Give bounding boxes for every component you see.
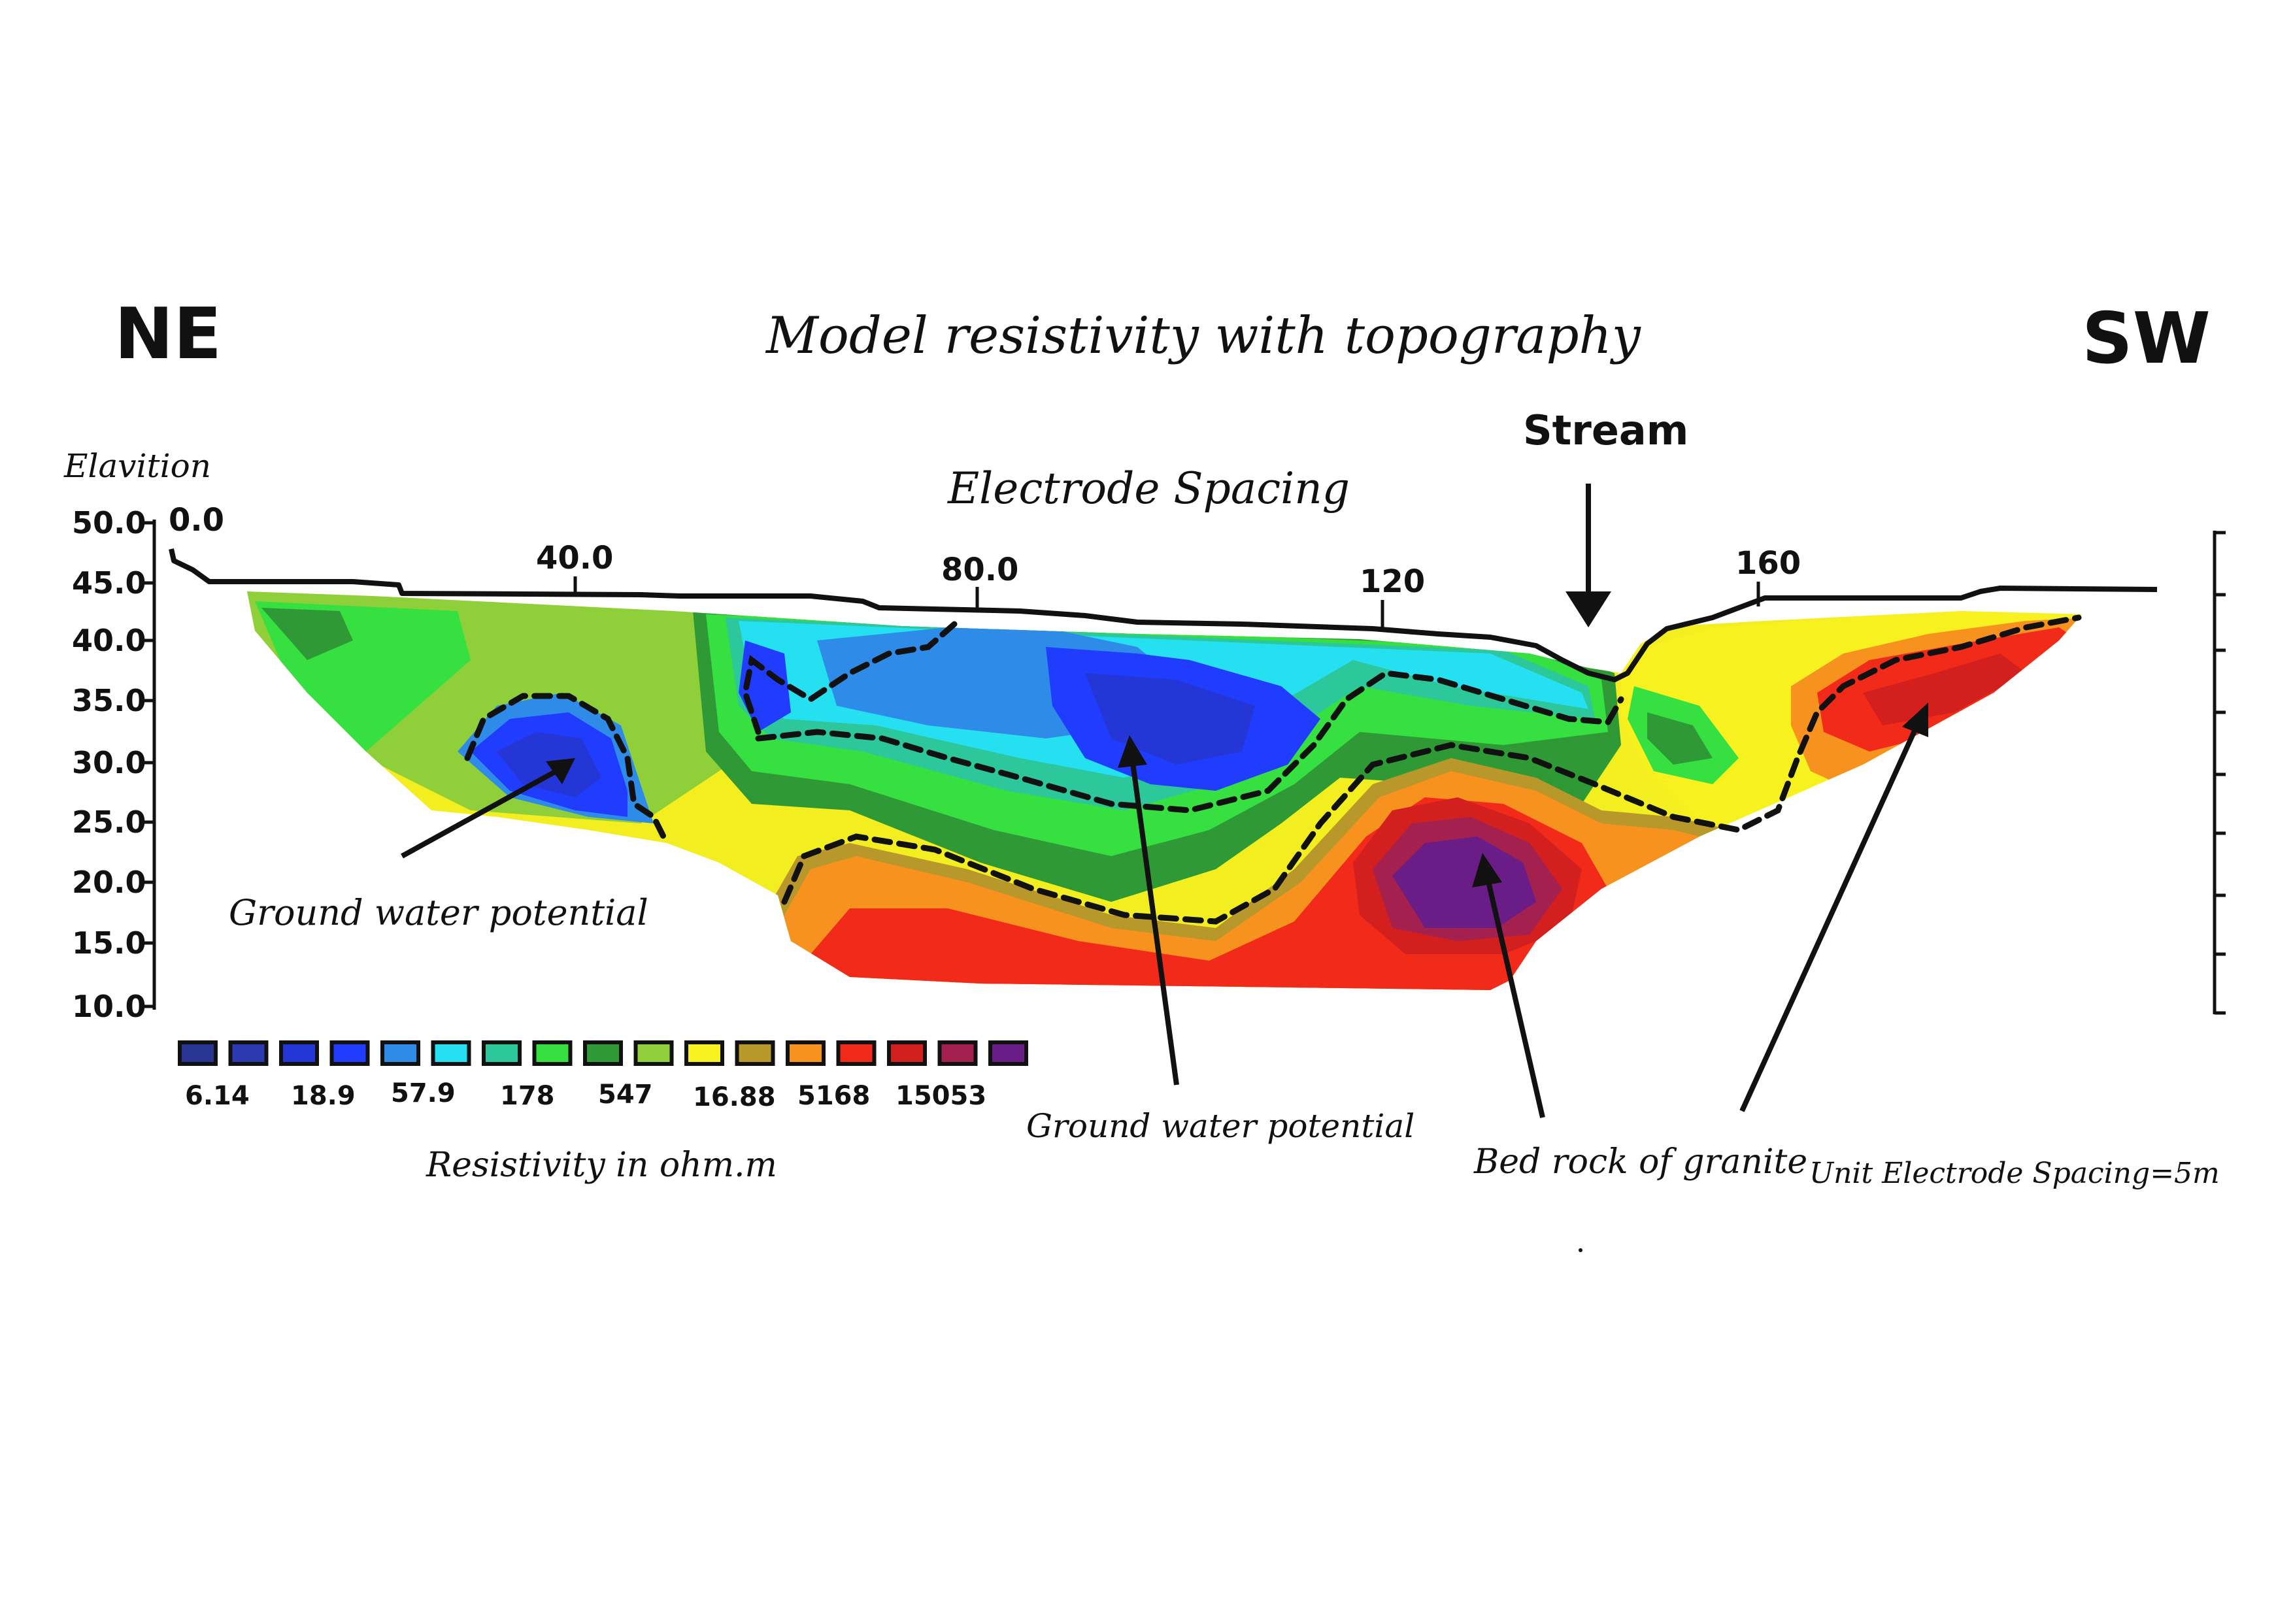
gw-left-label: Ground water potential [229, 892, 648, 933]
legend-label: 6.14 [185, 1081, 250, 1111]
stream-label: Stream [1523, 406, 1688, 454]
sw-label: SW [2082, 298, 2211, 380]
gw-center-label: Ground water potential [1026, 1107, 1414, 1145]
legend-swatch [583, 1040, 623, 1066]
legend-swatch [887, 1040, 927, 1066]
boundary-middle [755, 670, 1624, 814]
annotation-arrows [401, 703, 1928, 1118]
legend-swatch [482, 1040, 522, 1066]
topography-line [169, 548, 2158, 682]
legend-swatches [178, 1040, 1028, 1066]
y-tick-label: 50.0 [72, 505, 146, 540]
legend-label: 18.9 [291, 1081, 356, 1111]
legend-label: 15053 [895, 1081, 986, 1111]
legend-swatch [735, 1040, 775, 1066]
legend-swatch [228, 1040, 269, 1066]
y-tick-label: 25.0 [72, 804, 146, 840]
legend-label: 5168 [797, 1081, 870, 1111]
y-tick-label: 10.0 [72, 989, 146, 1024]
dashed-boundaries [464, 614, 2082, 925]
legend-label: 547 [598, 1080, 653, 1110]
bedrock-arrow-head [1472, 853, 1502, 887]
legend-swatch [329, 1040, 370, 1066]
page-title: Model resistivity with topography [765, 307, 1641, 365]
boundary-upper-left [742, 621, 958, 735]
x-axis-label: Electrode Spacing [947, 463, 1350, 514]
boundary-left-pocket [464, 693, 670, 846]
ne-label: NE [114, 293, 222, 375]
legend-label: 57.9 [391, 1078, 456, 1108]
legend-swatch [786, 1040, 826, 1066]
legend-swatch [684, 1040, 724, 1066]
legend-swatch [633, 1040, 674, 1066]
bedrock-label: Bed rock of granite [1473, 1142, 1807, 1182]
x-tick-label: 80.0 [941, 552, 1018, 588]
stray-dot [1579, 1248, 1582, 1252]
x-tick-label: 40.0 [536, 540, 613, 576]
y-axis [142, 520, 156, 1010]
gw-left-arrow [401, 765, 563, 859]
gw-left-arrow-head [546, 758, 575, 784]
gw-center-arrow [1130, 757, 1179, 1085]
legend-label: 178 [500, 1081, 555, 1111]
y-tick-label: 45.0 [72, 565, 146, 601]
x-tick-label: 160 [1735, 545, 1801, 582]
legend-swatch [836, 1040, 877, 1066]
legend-swatch [431, 1040, 471, 1066]
y-tick-label: 30.0 [72, 745, 146, 780]
y-tick-label: 20.0 [72, 865, 146, 900]
y-axis-label: Elavition [63, 447, 211, 485]
y-tick-label: 40.0 [72, 623, 146, 658]
sw-arrow-head [1902, 703, 1928, 737]
bedrock-arrow [1484, 875, 1545, 1118]
x-tick-label: 0.0 [169, 502, 224, 539]
unit-spacing-label: Unit Electrode Spacing=5m [1809, 1157, 2220, 1190]
legend-swatch [532, 1040, 573, 1066]
legend-labels: 6.14 18.9 57.9 178 547 16.88 5168 15053 [185, 1078, 986, 1112]
y-tick-label: 35.0 [72, 683, 146, 718]
legend-swatch [178, 1040, 218, 1066]
y-tick-label: 15.0 [72, 925, 146, 961]
x-tick-label: 120 [1360, 563, 1425, 600]
legend-swatch [380, 1040, 420, 1066]
right-scale-bar [2213, 531, 2226, 1015]
boundary-lower [781, 614, 2082, 925]
sw-arrow [1739, 721, 1921, 1112]
gw-center-arrow-head [1118, 735, 1147, 768]
legend-swatch [937, 1040, 978, 1066]
legend-swatch [988, 1040, 1028, 1066]
legend-title: Resistivity in ohm.m [426, 1146, 777, 1185]
stream-arrow-head [1565, 591, 1611, 627]
legend-label: 16.88 [693, 1082, 776, 1112]
legend-swatch [279, 1040, 319, 1066]
